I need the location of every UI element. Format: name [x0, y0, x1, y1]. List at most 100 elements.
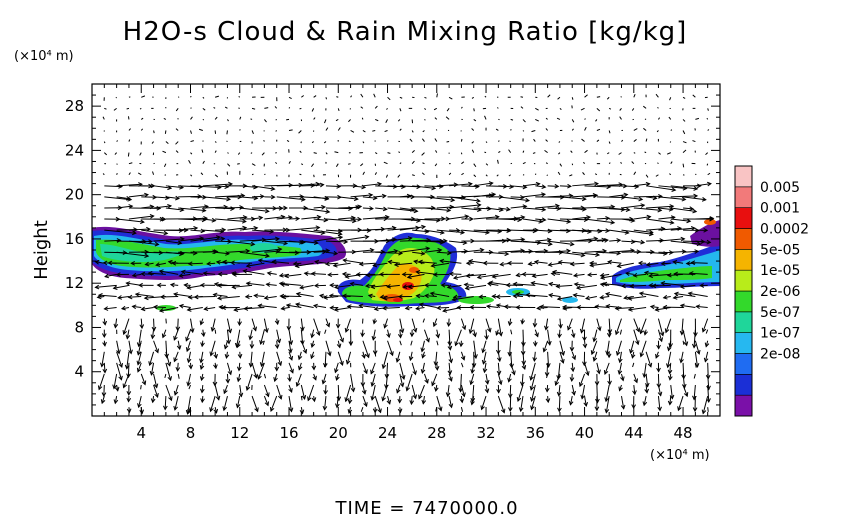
wind-vector [267, 272, 277, 275]
wind-vector [559, 318, 562, 328]
wind-vector-head [213, 281, 219, 287]
wind-vector-head [327, 351, 332, 357]
wind-vector-head [310, 271, 316, 277]
wind-vector-head [221, 305, 226, 311]
wind-vector [646, 196, 657, 199]
y-tick-label: 12 [65, 274, 84, 292]
wind-vector-head [620, 376, 625, 382]
wind-vector [559, 107, 562, 110]
wind-vector-head [370, 395, 376, 401]
wind-vector-head [681, 196, 687, 202]
wind-vector [153, 185, 172, 189]
wind-vector [387, 340, 394, 356]
wind-vector [615, 307, 634, 310]
wind-vector-head [484, 379, 490, 385]
wind-vector-head [586, 215, 592, 220]
wind-vector [139, 152, 142, 156]
wind-vector [706, 117, 709, 120]
wind-vector [163, 163, 167, 168]
wind-vector [313, 152, 317, 154]
wind-vector-head [364, 234, 370, 240]
wind-vector [572, 229, 592, 233]
wind-vector-head [557, 260, 563, 265]
wind-vector [207, 262, 216, 265]
wind-vector [137, 351, 142, 365]
wind-vector [202, 96, 205, 99]
wind-vector-head [520, 237, 526, 242]
wind-vector-head [264, 401, 270, 407]
wind-vector-head [100, 399, 106, 405]
wind-vector-head [624, 230, 630, 235]
wind-vector [387, 329, 390, 338]
wind-vector [609, 229, 629, 234]
wind-vector-head [254, 407, 259, 413]
wind-vector-head [213, 408, 219, 414]
wind-vector [431, 262, 450, 267]
wind-vector [190, 116, 193, 120]
wind-vector [236, 329, 241, 347]
wind-vector [313, 117, 316, 120]
wind-vector [535, 218, 546, 221]
wind-vector-head [301, 394, 307, 400]
wind-vector [251, 362, 257, 378]
wind-vector-head [412, 394, 418, 400]
wind-vector-head [177, 240, 183, 246]
wind-vector-head [637, 260, 643, 266]
wind-vector [263, 318, 268, 333]
wind-vector-head [505, 282, 511, 288]
wind-vector-head [163, 230, 169, 236]
wind-vector [227, 119, 229, 122]
wind-vector-head [312, 375, 317, 381]
wind-vector-head [515, 272, 521, 278]
wind-vector [299, 173, 302, 176]
wind-vector [337, 108, 340, 112]
wind-vector-head [642, 373, 647, 379]
wind-vector-head [701, 327, 707, 333]
colorbar-label: 0.001 [760, 201, 800, 217]
wind-vector-head [495, 294, 501, 300]
wind-vector [140, 384, 142, 390]
wind-vector-head [302, 348, 308, 354]
wind-vector-head [507, 351, 513, 357]
wind-vector [616, 340, 622, 356]
wind-vector [608, 130, 611, 134]
wind-vector [657, 106, 659, 109]
wind-vector [615, 318, 622, 335]
wind-vector [201, 149, 204, 153]
wind-vector [633, 384, 636, 395]
wind-vector-head [149, 204, 155, 210]
wind-vector [445, 116, 450, 120]
wind-vector [263, 395, 269, 406]
wind-vector [165, 207, 184, 211]
wind-vector [337, 351, 344, 366]
wind-vector-head [604, 238, 609, 243]
wind-vector-head [283, 205, 288, 211]
wind-vector-head [200, 398, 205, 404]
wind-vector-head [386, 284, 391, 289]
wind-vector-head [666, 363, 671, 369]
wind-vector-head [277, 394, 283, 400]
wind-vector-head [614, 306, 620, 311]
wind-vector [588, 273, 597, 276]
wind-vector [522, 193, 546, 198]
wind-vector-head [596, 369, 601, 375]
wind-vector [605, 384, 610, 402]
wind-vector [187, 395, 192, 414]
wind-vector [405, 307, 413, 309]
colorbar-swatch [734, 207, 753, 229]
wind-vector [707, 407, 709, 412]
wind-vector [286, 304, 302, 309]
wind-vector-head [632, 272, 638, 278]
wind-vector [460, 106, 463, 109]
wind-vector-head [464, 285, 470, 291]
wind-vector-head [640, 239, 646, 245]
wind-vector-head [548, 293, 554, 298]
wind-vector [670, 195, 698, 198]
wind-vector [263, 130, 265, 132]
wind-vector-head [569, 377, 575, 383]
wind-vector [200, 318, 204, 325]
wind-vector [187, 373, 191, 386]
wind-vector-head [458, 387, 464, 393]
wind-vector [695, 173, 697, 176]
wind-vector [436, 340, 439, 346]
